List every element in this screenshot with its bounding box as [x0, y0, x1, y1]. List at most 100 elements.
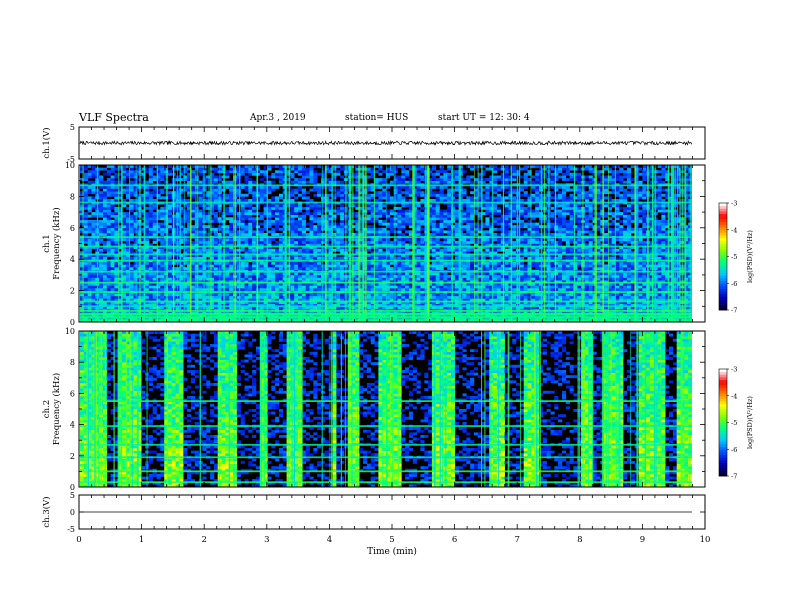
psd-cell: [248, 170, 253, 174]
psd-cell: [290, 219, 295, 223]
psd-cell: [290, 167, 295, 171]
psd-cell: [152, 246, 157, 250]
psd-cell: [125, 288, 131, 291]
psd-cell: [275, 170, 280, 174]
psd-cell: [278, 180, 284, 184]
psd-cell: [103, 272, 108, 276]
psd-cell: [87, 219, 92, 223]
psd-cell: [305, 240, 310, 244]
psd-cell: [286, 248, 291, 252]
psd-cell: [301, 256, 307, 260]
psd-cell: [168, 248, 173, 252]
psd-cell: [405, 303, 410, 307]
psd-cell: [229, 206, 234, 210]
psd-cell: [229, 199, 234, 202]
psd-cell: [229, 193, 234, 197]
psd-cell: [114, 301, 119, 305]
psd-cell: [87, 288, 92, 291]
psd-cell: [286, 225, 291, 229]
psd-cell: [210, 282, 215, 286]
psd-cell: [83, 233, 88, 236]
psd-cell: [328, 261, 333, 265]
psd-cell: [305, 191, 310, 195]
psd-cell: [301, 196, 307, 200]
psd-cell: [301, 170, 307, 174]
psd-cell: [405, 285, 410, 289]
psd-cell: [351, 280, 356, 284]
psd-cell: [160, 246, 165, 250]
psd-cell: [114, 298, 119, 302]
psd-cell: [225, 272, 230, 276]
psd-cell: [382, 288, 387, 291]
psd-cell: [278, 233, 284, 236]
psd-cell: [290, 261, 295, 265]
psd-cell: [206, 219, 211, 223]
psd-cell: [405, 272, 410, 276]
psd-cell: [148, 282, 153, 286]
psd-cell: [145, 243, 150, 247]
psd-cell: [114, 274, 119, 278]
psd-cell: [359, 165, 364, 168]
psd-cell: [133, 285, 138, 289]
psd-cell: [363, 274, 368, 278]
psd-cell: [290, 230, 295, 234]
psd-cell: [87, 214, 92, 218]
psd-cell: [145, 293, 150, 297]
psd-cell: [355, 222, 360, 226]
psd-cell: [244, 240, 249, 244]
psd-cell: [366, 170, 372, 174]
psd-cell: [168, 306, 173, 310]
psd-cell: [99, 280, 104, 284]
psd-cell: [145, 254, 150, 257]
psd-cell: [275, 225, 280, 229]
psd-cell: [122, 295, 127, 299]
psd-cell: [114, 272, 119, 276]
psd-cell: [294, 178, 299, 182]
psd-cell: [263, 301, 268, 305]
psd-cell: [213, 254, 219, 257]
psd-cell: [328, 280, 333, 284]
psd-cell: [298, 251, 303, 255]
psd-cell: [401, 301, 406, 305]
psd-cell: [83, 206, 88, 210]
psd-cell: [156, 222, 161, 226]
psd-cell: [328, 178, 333, 182]
psd-cell: [225, 264, 230, 268]
psd-cell: [110, 301, 115, 305]
psd-cell: [194, 206, 199, 210]
psd-cell: [428, 274, 433, 278]
psd-cell: [416, 193, 421, 197]
psd-cell: [259, 240, 264, 244]
psd-cell: [267, 264, 272, 268]
psd-cell: [80, 238, 85, 242]
psd-cell: [129, 306, 134, 310]
psd-cell: [382, 238, 387, 242]
psd-cell: [305, 180, 310, 184]
psd-cell: [156, 295, 161, 299]
psd-cell: [133, 219, 138, 223]
psd-cell: [187, 267, 192, 271]
psd-cell: [405, 222, 410, 226]
psd-cell: [103, 227, 108, 231]
psd-cell: [194, 280, 199, 284]
psd-cell: [286, 274, 291, 278]
psd-cell: [240, 298, 245, 302]
psd-cell: [286, 238, 291, 242]
psd-cell: [194, 225, 199, 229]
psd-cell: [114, 217, 119, 221]
psd-cell: [125, 238, 131, 242]
psd-cell: [225, 175, 230, 179]
psd-cell: [267, 288, 272, 291]
psd-cell: [99, 298, 104, 302]
psd-cell: [198, 298, 203, 302]
psd-cell: [194, 293, 199, 297]
psd-cell: [194, 282, 199, 286]
psd-cell: [408, 288, 414, 291]
psd-cell: [305, 170, 310, 174]
psd-cell: [259, 261, 264, 265]
psd-cell: [301, 240, 307, 244]
psd-cell: [294, 243, 299, 247]
psd-cell: [198, 254, 203, 257]
psd-cell: [420, 185, 425, 189]
psd-cell: [114, 306, 119, 310]
